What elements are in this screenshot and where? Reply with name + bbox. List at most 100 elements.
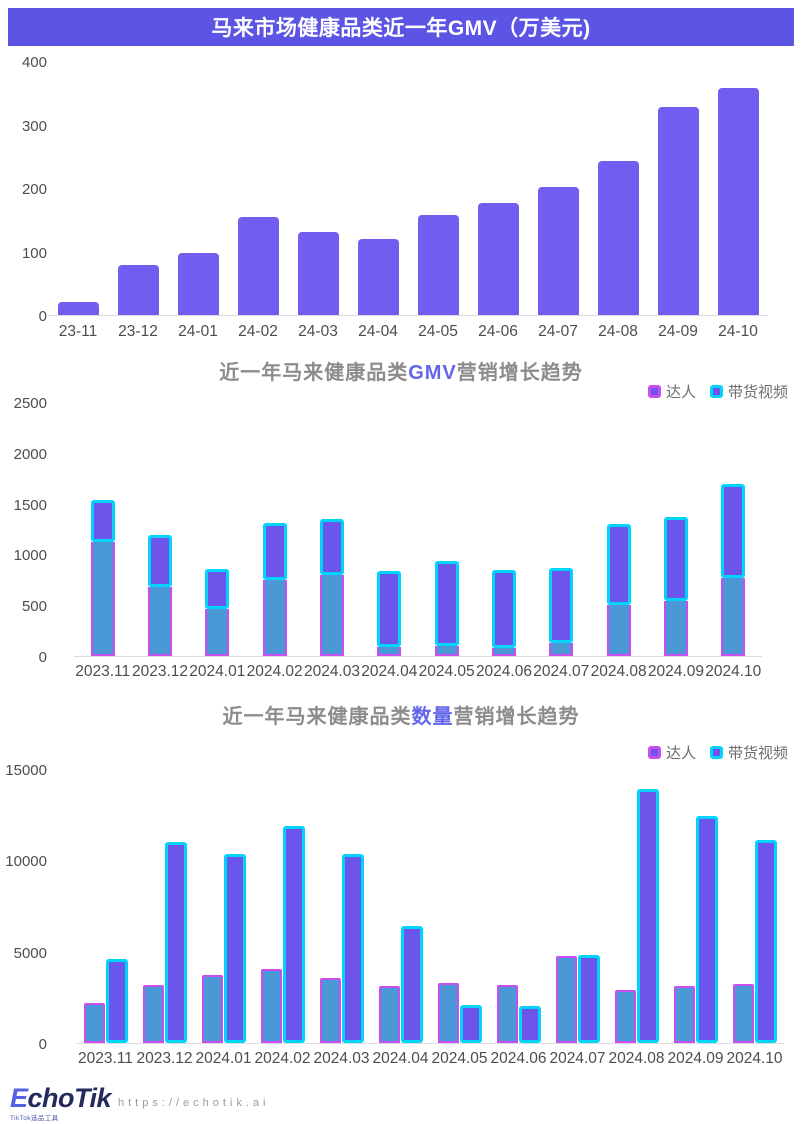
gmv-bar bbox=[717, 88, 759, 315]
video-swatch-icon bbox=[709, 385, 723, 398]
x-tick-label: 23-12 bbox=[118, 323, 158, 340]
category-slot bbox=[607, 770, 666, 1043]
daren-bar bbox=[673, 986, 695, 1043]
y-tick-label: 300 bbox=[21, 117, 47, 135]
legend-label-video: 带货视频 bbox=[727, 745, 788, 762]
category-slot bbox=[666, 770, 725, 1043]
category-slot bbox=[548, 770, 607, 1043]
x-tick-label: 2024.09 bbox=[647, 663, 704, 680]
count-trend-y-axis: 15000 10000 5000 0 bbox=[0, 762, 47, 1053]
category-slot bbox=[647, 403, 704, 656]
y-tick-label: 0 bbox=[38, 308, 47, 325]
daren-bar-segment bbox=[90, 542, 115, 656]
y-tick-label: 200 bbox=[21, 181, 47, 198]
y-tick-label: 5000 bbox=[13, 944, 47, 962]
category-slot bbox=[725, 770, 784, 1043]
gmv-trend-legend: 达人 带货视频 bbox=[647, 381, 788, 402]
video-bar bbox=[105, 959, 128, 1043]
stacked-bar bbox=[491, 570, 516, 656]
category-slot bbox=[108, 62, 168, 315]
video-bar-segment bbox=[606, 524, 631, 605]
category-slot bbox=[74, 403, 131, 656]
x-tick-label: 24-04 bbox=[358, 323, 398, 340]
video-bar bbox=[223, 854, 246, 1043]
x-tick-label: 24-02 bbox=[238, 323, 278, 340]
category-slot bbox=[189, 403, 246, 656]
category-slot bbox=[76, 770, 135, 1043]
daren-bar-segment bbox=[434, 646, 459, 656]
category-slot bbox=[194, 770, 253, 1043]
gmv-chart-x-axis: 23-11 23-12 24-01 24-02 24-03 24-04 24-05 24-06… bbox=[48, 323, 768, 341]
x-tick-label: 2024.01 bbox=[195, 1050, 252, 1067]
gmv-bar bbox=[297, 232, 339, 315]
count-trend-title-prefix: 近一年马来健康品类 bbox=[222, 706, 412, 728]
count-trend-legend: 达人 带货视频 bbox=[647, 742, 788, 763]
stacked-bar bbox=[377, 571, 402, 656]
gmv-chart-plot bbox=[48, 62, 768, 316]
category-slot bbox=[168, 62, 228, 315]
gmv-bar bbox=[657, 107, 699, 315]
x-tick-label: 24-03 bbox=[298, 323, 338, 340]
x-tick-label: 2023.11 bbox=[75, 663, 131, 680]
footer-url-link[interactable]: https://echotik.ai bbox=[118, 1097, 270, 1109]
gmv-bar bbox=[537, 187, 579, 315]
stacked-bar bbox=[147, 535, 172, 656]
daren-bar bbox=[83, 1003, 105, 1043]
x-tick-label: 2024.02 bbox=[254, 1050, 311, 1067]
x-tick-label: 2024.05 bbox=[431, 1050, 488, 1067]
video-bar bbox=[695, 816, 718, 1043]
count-trend-title: 近一年马来健康品类数量营销增长趋势 bbox=[0, 700, 802, 729]
x-tick-label: 2024.07 bbox=[533, 663, 590, 680]
legend-item-video: 带货视频 bbox=[709, 381, 788, 402]
video-bar-segment bbox=[90, 500, 115, 542]
video-bar-segment bbox=[434, 561, 459, 646]
x-tick-label: 2024.03 bbox=[303, 663, 360, 680]
y-tick-label: 10000 bbox=[5, 853, 47, 871]
stacked-bar bbox=[721, 484, 746, 656]
echotik-logo: EchoTik bbox=[10, 1083, 112, 1114]
stacked-bar bbox=[205, 569, 230, 656]
x-tick-label: 24-08 bbox=[598, 323, 638, 340]
video-bar-segment bbox=[663, 517, 688, 601]
category-slot bbox=[288, 62, 348, 315]
x-tick-label: 2023.12 bbox=[136, 1050, 193, 1067]
daren-bar bbox=[496, 985, 518, 1043]
report-title: 马来市场健康品类近一年GMV（万美元) bbox=[211, 17, 591, 40]
x-tick-label: 24-06 bbox=[478, 323, 518, 340]
x-tick-label: 2024.10 bbox=[726, 1050, 783, 1067]
x-tick-label: 2024.04 bbox=[372, 1050, 429, 1067]
daren-bar-segment bbox=[549, 643, 574, 656]
category-slot bbox=[131, 403, 188, 656]
legend-label-daren: 达人 bbox=[665, 384, 696, 401]
gmv-bar bbox=[357, 239, 399, 315]
gmv-trend-title: 近一年马来健康品类GMV营销增长趋势 bbox=[0, 356, 802, 385]
daren-swatch-icon bbox=[647, 746, 661, 759]
video-bar bbox=[754, 840, 777, 1043]
category-slot bbox=[312, 770, 371, 1043]
daren-bar bbox=[614, 990, 636, 1043]
category-slot bbox=[468, 62, 528, 315]
category-slot bbox=[361, 403, 418, 656]
daren-bar-segment bbox=[606, 605, 631, 656]
category-slot bbox=[371, 770, 430, 1043]
category-slot bbox=[475, 403, 532, 656]
x-tick-label: 2024.03 bbox=[313, 1050, 370, 1067]
legend-label-video: 带货视频 bbox=[727, 384, 788, 401]
video-bar bbox=[282, 826, 305, 1043]
category-slot bbox=[418, 403, 475, 656]
daren-bar-segment bbox=[147, 587, 172, 656]
video-swatch-icon bbox=[709, 746, 723, 759]
legend-item-daren: 达人 bbox=[647, 381, 696, 402]
video-bar-segment bbox=[377, 571, 402, 647]
category-slot bbox=[246, 403, 303, 656]
count-trend-plot bbox=[76, 770, 784, 1044]
video-bar bbox=[341, 854, 364, 1043]
gmv-trend-title-suffix: 营销增长趋势 bbox=[456, 362, 583, 384]
video-bar-segment bbox=[205, 569, 230, 609]
x-tick-label: 2023.11 bbox=[78, 1050, 133, 1067]
gmv-bar bbox=[237, 217, 279, 315]
count-trend-x-axis: 2023.11 2023.12 2024.01 2024.02 2024.03 2024.… bbox=[76, 1050, 784, 1068]
category-slot bbox=[228, 62, 288, 315]
gmv-trend-plot bbox=[74, 403, 762, 657]
video-bar bbox=[518, 1006, 541, 1043]
